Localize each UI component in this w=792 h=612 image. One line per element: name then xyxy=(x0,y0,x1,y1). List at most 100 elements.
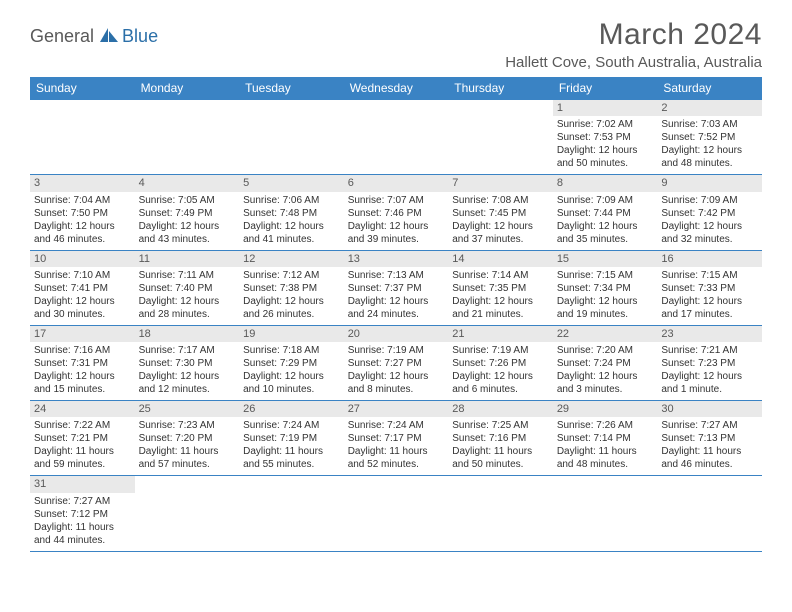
day-info-line: and 15 minutes. xyxy=(34,383,131,396)
title-block: March 2024 Hallett Cove, South Australia… xyxy=(505,18,762,71)
day-cell: 5Sunrise: 7:06 AMSunset: 7:48 PMDaylight… xyxy=(239,175,344,250)
day-info-line: and 17 minutes. xyxy=(661,308,758,321)
day-cell: 26Sunrise: 7:24 AMSunset: 7:19 PMDayligh… xyxy=(239,401,344,476)
day-info-line: Sunrise: 7:20 AM xyxy=(557,344,654,357)
day-info-line: Sunrise: 7:26 AM xyxy=(557,419,654,432)
day-info-line: Sunset: 7:40 PM xyxy=(139,282,236,295)
day-info-line: Daylight: 12 hours xyxy=(557,370,654,383)
day-info-line: Sunrise: 7:08 AM xyxy=(452,194,549,207)
day-header: Friday xyxy=(553,77,658,100)
logo-text-general: General xyxy=(30,26,94,47)
day-number: 26 xyxy=(239,401,344,417)
day-info-line: Sunrise: 7:27 AM xyxy=(661,419,758,432)
day-info-line: and 24 minutes. xyxy=(348,308,445,321)
day-number: 30 xyxy=(657,401,762,417)
day-info-line: Sunrise: 7:18 AM xyxy=(243,344,340,357)
day-info-line: Sunrise: 7:23 AM xyxy=(139,419,236,432)
day-info-line: and 30 minutes. xyxy=(34,308,131,321)
day-info-line: Sunset: 7:44 PM xyxy=(557,207,654,220)
day-cell: 17Sunrise: 7:16 AMSunset: 7:31 PMDayligh… xyxy=(30,325,135,400)
day-info-line: Daylight: 12 hours xyxy=(34,370,131,383)
day-number: 9 xyxy=(657,175,762,191)
day-info-line: Sunset: 7:26 PM xyxy=(452,357,549,370)
day-info-line: Daylight: 12 hours xyxy=(452,370,549,383)
day-number: 12 xyxy=(239,251,344,267)
day-number: 2 xyxy=(657,100,762,116)
day-info-line: Sunrise: 7:22 AM xyxy=(34,419,131,432)
day-info-line: Sunset: 7:31 PM xyxy=(34,357,131,370)
day-cell xyxy=(344,476,449,551)
day-cell: 23Sunrise: 7:21 AMSunset: 7:23 PMDayligh… xyxy=(657,325,762,400)
day-info-line: Sunset: 7:45 PM xyxy=(452,207,549,220)
day-number: 27 xyxy=(344,401,449,417)
day-info-line: Daylight: 12 hours xyxy=(661,220,758,233)
day-info-line: Sunrise: 7:17 AM xyxy=(139,344,236,357)
day-info-line: Daylight: 11 hours xyxy=(661,445,758,458)
day-number: 21 xyxy=(448,326,553,342)
day-info-line: Sunset: 7:24 PM xyxy=(557,357,654,370)
day-info-line: Sunset: 7:29 PM xyxy=(243,357,340,370)
day-header: Monday xyxy=(135,77,240,100)
day-info-line: Sunset: 7:14 PM xyxy=(557,432,654,445)
day-info-line: Sunset: 7:33 PM xyxy=(661,282,758,295)
day-cell xyxy=(344,100,449,175)
day-info-line: and 10 minutes. xyxy=(243,383,340,396)
day-info-line: and 41 minutes. xyxy=(243,233,340,246)
day-info-line: Daylight: 11 hours xyxy=(243,445,340,458)
day-info-line: and 8 minutes. xyxy=(348,383,445,396)
day-number: 7 xyxy=(448,175,553,191)
day-number: 18 xyxy=(135,326,240,342)
day-cell: 21Sunrise: 7:19 AMSunset: 7:26 PMDayligh… xyxy=(448,325,553,400)
day-info-line: and 59 minutes. xyxy=(34,458,131,471)
day-info-line: Sunset: 7:37 PM xyxy=(348,282,445,295)
sail-icon xyxy=(98,26,120,47)
day-cell: 16Sunrise: 7:15 AMSunset: 7:33 PMDayligh… xyxy=(657,250,762,325)
day-info-line: Sunrise: 7:04 AM xyxy=(34,194,131,207)
day-info-line: Sunset: 7:41 PM xyxy=(34,282,131,295)
day-info-line: Daylight: 12 hours xyxy=(661,370,758,383)
day-cell: 12Sunrise: 7:12 AMSunset: 7:38 PMDayligh… xyxy=(239,250,344,325)
day-header: Wednesday xyxy=(344,77,449,100)
logo: General Blue xyxy=(30,26,158,47)
day-number: 4 xyxy=(135,175,240,191)
week-row: 31Sunrise: 7:27 AMSunset: 7:12 PMDayligh… xyxy=(30,476,762,551)
day-number: 14 xyxy=(448,251,553,267)
week-row: 3Sunrise: 7:04 AMSunset: 7:50 PMDaylight… xyxy=(30,175,762,250)
day-info-line: Daylight: 12 hours xyxy=(139,295,236,308)
day-cell: 3Sunrise: 7:04 AMSunset: 7:50 PMDaylight… xyxy=(30,175,135,250)
day-cell: 25Sunrise: 7:23 AMSunset: 7:20 PMDayligh… xyxy=(135,401,240,476)
day-number: 3 xyxy=(30,175,135,191)
day-number: 11 xyxy=(135,251,240,267)
day-info-line: Daylight: 12 hours xyxy=(348,295,445,308)
day-cell xyxy=(448,100,553,175)
day-info-line: Sunset: 7:23 PM xyxy=(661,357,758,370)
day-info-line: Sunset: 7:27 PM xyxy=(348,357,445,370)
day-cell xyxy=(135,476,240,551)
day-info-line: Sunset: 7:48 PM xyxy=(243,207,340,220)
day-info-line: Sunset: 7:52 PM xyxy=(661,131,758,144)
day-info-line: and 52 minutes. xyxy=(348,458,445,471)
header: General Blue March 2024 Hallett Cove, So… xyxy=(30,18,762,71)
week-row: 24Sunrise: 7:22 AMSunset: 7:21 PMDayligh… xyxy=(30,401,762,476)
day-info-line: and 57 minutes. xyxy=(139,458,236,471)
day-info-line: Daylight: 12 hours xyxy=(243,295,340,308)
day-info-line: Sunset: 7:42 PM xyxy=(661,207,758,220)
day-cell: 6Sunrise: 7:07 AMSunset: 7:46 PMDaylight… xyxy=(344,175,449,250)
day-info-line: Sunrise: 7:09 AM xyxy=(661,194,758,207)
day-number: 13 xyxy=(344,251,449,267)
day-info-line: Daylight: 12 hours xyxy=(243,370,340,383)
day-header: Thursday xyxy=(448,77,553,100)
day-info-line: and 50 minutes. xyxy=(557,157,654,170)
day-info-line: Sunrise: 7:11 AM xyxy=(139,269,236,282)
month-title: March 2024 xyxy=(505,18,762,52)
day-number: 31 xyxy=(30,476,135,492)
day-info-line: Sunrise: 7:09 AM xyxy=(557,194,654,207)
day-info-line: Daylight: 11 hours xyxy=(34,445,131,458)
day-cell xyxy=(135,100,240,175)
day-info-line: Daylight: 12 hours xyxy=(557,220,654,233)
day-cell: 22Sunrise: 7:20 AMSunset: 7:24 PMDayligh… xyxy=(553,325,658,400)
day-info-line: Sunrise: 7:02 AM xyxy=(557,118,654,131)
calendar-head: SundayMondayTuesdayWednesdayThursdayFrid… xyxy=(30,77,762,100)
day-number: 29 xyxy=(553,401,658,417)
day-info-line: and 19 minutes. xyxy=(557,308,654,321)
